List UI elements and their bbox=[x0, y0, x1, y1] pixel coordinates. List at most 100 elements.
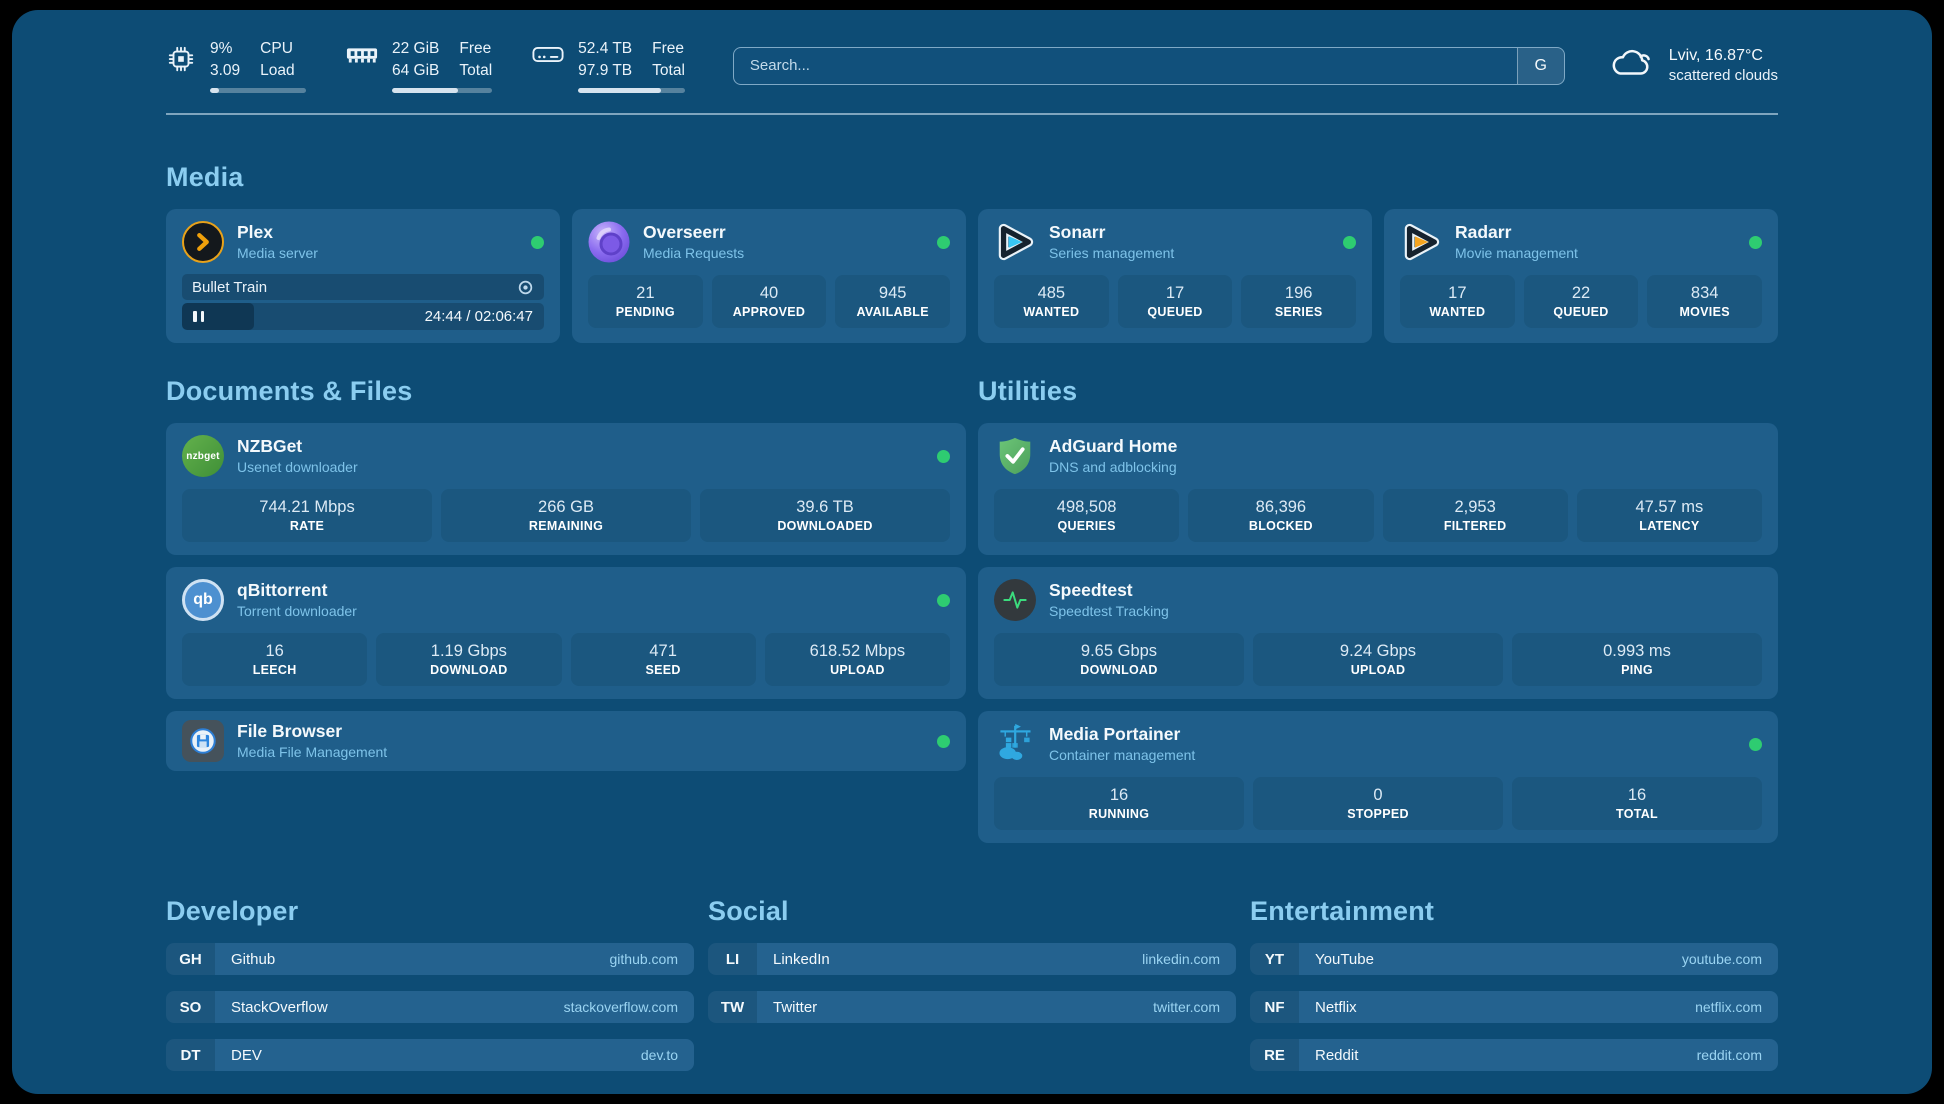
header: 9% 3.09 CPU Load bbox=[166, 38, 1778, 94]
bookmark-stackoverflow[interactable]: SO StackOverflow stackoverflow.com bbox=[166, 991, 694, 1024]
weather-widget[interactable]: Lviv, 16.87°C scattered clouds bbox=[1609, 45, 1778, 87]
bookmark-reddit[interactable]: RE Reddit reddit.com bbox=[1250, 1039, 1778, 1072]
stat-tile: 16 LEECH bbox=[182, 633, 368, 687]
stat-tile: 471 SEED bbox=[570, 633, 756, 687]
status-dot bbox=[937, 593, 950, 607]
stat-tile: 0 STOPPED bbox=[1253, 777, 1503, 831]
cloud-icon bbox=[1609, 47, 1655, 84]
qbittorrent-card[interactable]: qb qBittorrent Torrent downloader 16 bbox=[166, 567, 966, 700]
dashboard-page: 9% 3.09 CPU Load bbox=[12, 10, 1932, 1094]
overseerr-card[interactable]: Overseerr Media Requests 21 PENDING 40 A… bbox=[572, 209, 966, 344]
target-icon[interactable] bbox=[517, 279, 534, 296]
disk-value-bottom: 97.9 TB bbox=[578, 61, 633, 79]
card-subtitle: Media server bbox=[237, 245, 318, 262]
stat-label: LEECH bbox=[252, 663, 297, 678]
bookmark-name: StackOverflow bbox=[231, 998, 328, 1016]
plex-card[interactable]: Plex Media server Bullet Train bbox=[166, 209, 560, 344]
bookmark-youtube[interactable]: YT YouTube youtube.com bbox=[1250, 943, 1778, 976]
cpu-value-top: 9% bbox=[210, 40, 233, 57]
qbittorrent-icon-text: qb bbox=[193, 591, 213, 609]
sonarr-card[interactable]: Sonarr Series management 485 WANTED 17 Q… bbox=[978, 209, 1372, 344]
status-dot bbox=[937, 449, 950, 463]
plex-icon bbox=[182, 221, 224, 264]
section-title-developer: Developer bbox=[166, 896, 299, 927]
sonarr-card-header: Sonarr Series management bbox=[994, 221, 1356, 263]
disk-label-top: Free bbox=[652, 40, 685, 57]
now-playing-progress-bar[interactable]: 24:44 / 02:06:47 bbox=[182, 303, 544, 331]
stat-value: 2,953 bbox=[1454, 498, 1496, 517]
stat-value: 9.24 Gbps bbox=[1339, 642, 1417, 661]
pause-icon[interactable] bbox=[193, 311, 204, 323]
nzbget-card-header: nzbget NZBGet Usenet downloader bbox=[182, 435, 950, 478]
stat-value: 22 bbox=[1571, 284, 1591, 303]
entertainment-column: Entertainment YT YouTube youtube.com NF … bbox=[1250, 895, 1778, 1072]
bookmark-github[interactable]: GH Github github.com bbox=[166, 943, 694, 976]
stat-value: 40 bbox=[759, 284, 779, 303]
stat-value: 945 bbox=[878, 284, 907, 303]
card-subtitle: Movie management bbox=[1455, 245, 1578, 262]
stat-tile: 485 WANTED bbox=[994, 275, 1109, 329]
filebrowser-icon bbox=[182, 720, 224, 763]
plex-card-header: Plex Media server bbox=[182, 221, 544, 264]
filebrowser-card[interactable]: File Browser Media File Management bbox=[166, 711, 966, 772]
stat-label: WANTED bbox=[1023, 305, 1080, 320]
card-title: AdGuard Home bbox=[1049, 436, 1178, 457]
bookmark-tag: SO bbox=[166, 991, 215, 1024]
stat-tile: 2,953 FILTERED bbox=[1382, 489, 1568, 543]
nzbget-icon: nzbget bbox=[182, 435, 224, 478]
status-dot bbox=[531, 235, 544, 249]
bookmark-tag: NF bbox=[1250, 991, 1299, 1024]
adguard-card[interactable]: AdGuard Home DNS and adblocking 498,508 … bbox=[978, 423, 1778, 556]
stat-value: 9.65 Gbps bbox=[1080, 642, 1158, 661]
bookmark-name: Twitter bbox=[773, 998, 818, 1016]
card-subtitle: Series management bbox=[1049, 245, 1175, 262]
stat-label: DOWNLOADED bbox=[777, 519, 873, 534]
stat-tile: 47.57 ms LATENCY bbox=[1576, 489, 1762, 543]
system-stats: 9% 3.09 CPU Load bbox=[166, 38, 685, 94]
now-playing-title: Bullet Train bbox=[192, 278, 268, 296]
speedtest-card[interactable]: Speedtest Speedtest Tracking 9.65 Gbps D… bbox=[978, 567, 1778, 700]
stat-label: DOWNLOAD bbox=[1080, 663, 1158, 678]
stat-tiles: 498,508 QUERIES 86,396 BLOCKED 2,953 FIL… bbox=[994, 489, 1762, 543]
section-title-entertainment: Entertainment bbox=[1250, 896, 1435, 927]
header-divider bbox=[166, 113, 1778, 116]
stat-label: STOPPED bbox=[1347, 807, 1409, 822]
stat-label: RUNNING bbox=[1088, 807, 1150, 822]
stat-tiles: 485 WANTED 17 QUEUED 196 SERIES bbox=[994, 275, 1356, 329]
bookmark-twitter[interactable]: TW Twitter twitter.com bbox=[708, 991, 1236, 1024]
stat-tiles: 9.65 Gbps DOWNLOAD 9.24 Gbps UPLOAD 0.99… bbox=[994, 633, 1762, 687]
stat-label: DOWNLOAD bbox=[430, 663, 508, 678]
stat-label: FILTERED bbox=[1443, 519, 1507, 534]
ram-value-bottom: 64 GiB bbox=[392, 61, 440, 79]
bookmark-netflix[interactable]: NF Netflix netflix.com bbox=[1250, 991, 1778, 1024]
bookmark-linkedin[interactable]: LI LinkedIn linkedin.com bbox=[708, 943, 1236, 976]
qbittorrent-card-header: qb qBittorrent Torrent downloader bbox=[182, 579, 950, 622]
filebrowser-card-header: File Browser Media File Management bbox=[182, 720, 950, 763]
stat-tile: 16 TOTAL bbox=[1512, 777, 1762, 831]
radarr-card[interactable]: Radarr Movie management 17 WANTED 22 QUE… bbox=[1384, 209, 1778, 344]
stat-label: QUEUED bbox=[1553, 305, 1609, 320]
bookmark-url: stackoverflow.com bbox=[563, 999, 678, 1016]
status-dot bbox=[1749, 737, 1762, 751]
stat-tile: 21 PENDING bbox=[588, 275, 703, 329]
bookmark-url: twitter.com bbox=[1153, 999, 1220, 1016]
search-input[interactable] bbox=[733, 47, 1517, 84]
portainer-card[interactable]: Media Portainer Container management 16 … bbox=[978, 711, 1778, 844]
nzbget-card[interactable]: nzbget NZBGet Usenet downloader 744.21 M… bbox=[166, 423, 966, 556]
radarr-card-header: Radarr Movie management bbox=[1400, 221, 1762, 263]
disk-progress-fill bbox=[578, 88, 662, 94]
weather-location-temp: Lviv, 16.87°C bbox=[1668, 46, 1763, 64]
disk-icon bbox=[532, 44, 564, 71]
stat-label: UPLOAD bbox=[830, 663, 885, 678]
stat-label: QUERIES bbox=[1057, 519, 1116, 534]
stat-tile: 86,396 BLOCKED bbox=[1188, 489, 1374, 543]
section-title-media: Media bbox=[166, 162, 244, 193]
radarr-icon bbox=[1400, 221, 1442, 263]
stat-value: 498,508 bbox=[1056, 498, 1117, 517]
developer-column: Developer GH Github github.com SO StackO… bbox=[166, 895, 694, 1072]
media-card-grid: Plex Media server Bullet Train bbox=[166, 209, 1778, 344]
search-engine-button[interactable]: G bbox=[1516, 47, 1564, 84]
stat-tile: 39.6 TB DOWNLOADED bbox=[700, 489, 950, 543]
stat-tiles: 16 LEECH 1.19 Gbps DOWNLOAD 471 SEED bbox=[182, 633, 950, 687]
bookmark-dev[interactable]: DT DEV dev.to bbox=[166, 1039, 694, 1072]
